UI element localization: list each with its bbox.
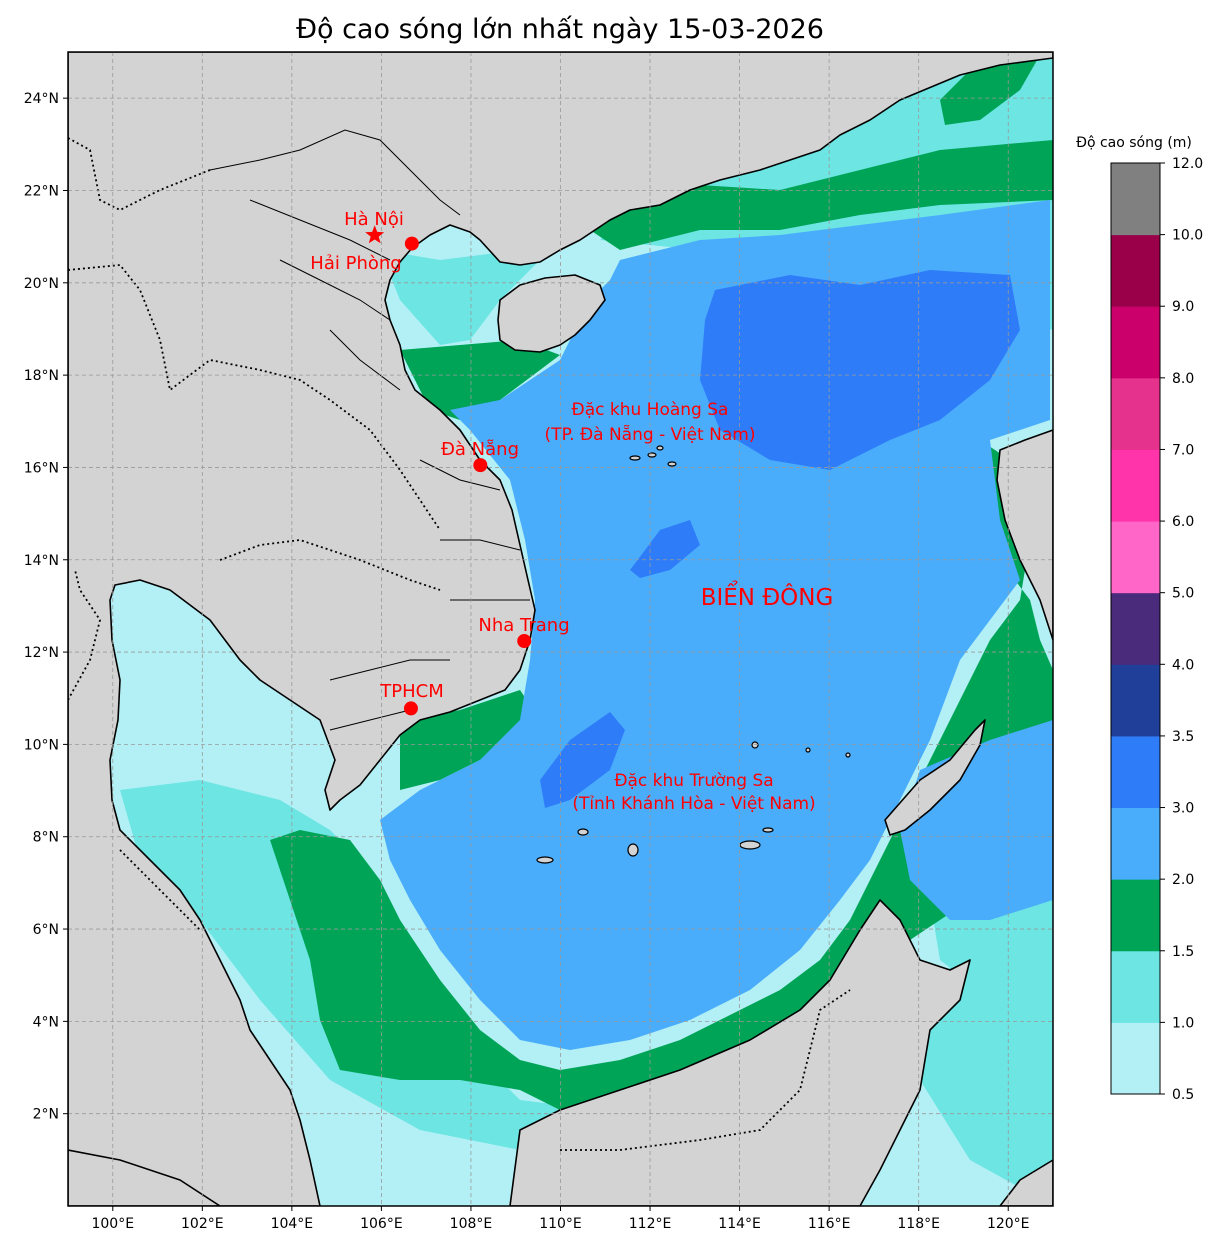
colorbar-tick-label: 9.0 bbox=[1172, 299, 1194, 315]
truong-sa-islets bbox=[536, 741, 851, 864]
national-borders bbox=[68, 137, 851, 1151]
colorbar-bin bbox=[1111, 664, 1160, 737]
lat-tick-label: 4°N bbox=[33, 1014, 59, 1030]
colorbar-tick-label: 5.0 bbox=[1172, 586, 1194, 602]
city-markers: Hà Nội Hải Phòng Đà Nẵng Nha Trang TPHCM bbox=[310, 209, 570, 716]
lon-tick-label: 106°E bbox=[360, 1216, 403, 1232]
colorbar-bin bbox=[1111, 592, 1160, 665]
colorbar-tick-label: 6.0 bbox=[1172, 514, 1194, 530]
colorbar-bin bbox=[1111, 1022, 1160, 1095]
lon-tick-label: 116°E bbox=[808, 1216, 851, 1232]
lat-tick-label: 14°N bbox=[24, 553, 59, 569]
city-label-hanoi: Hà Nội bbox=[344, 209, 404, 230]
colorbar-tick-label: 8.0 bbox=[1172, 371, 1194, 387]
lat-tick-label: 22°N bbox=[24, 183, 59, 199]
lon-tick-label: 100°E bbox=[91, 1216, 134, 1232]
colorbar-tick-label: 3.5 bbox=[1172, 729, 1194, 745]
hoang-sa-label-line1: Đặc khu Hoàng Sa bbox=[572, 400, 729, 420]
land-mass bbox=[68, 52, 1053, 1206]
colorbar-bin bbox=[1111, 735, 1160, 809]
city-label-danang: Đà Nẵng bbox=[441, 439, 519, 460]
colorbar-tick-label: 1.5 bbox=[1172, 944, 1194, 960]
truong-sa-label-line2: (Tỉnh Khánh Hòa - Việt Nam) bbox=[572, 794, 815, 814]
colorbar-title: Độ cao sóng (m) bbox=[1076, 135, 1192, 151]
lat-tick-label: 8°N bbox=[33, 830, 59, 846]
lon-tick-label: 104°E bbox=[271, 1216, 314, 1232]
longitude-tick-labels: 100°E 102°E 104°E 106°E 108°E 110°E 112°E 114°E… bbox=[91, 1206, 1030, 1232]
colorbar-tick-label: 4.0 bbox=[1172, 657, 1194, 673]
lon-tick-label: 108°E bbox=[450, 1216, 493, 1232]
colorbar-tick-label: 1.0 bbox=[1172, 1015, 1194, 1031]
lon-tick-label: 102°E bbox=[181, 1216, 224, 1232]
truong-sa-label-line1: Đặc khu Trường Sa bbox=[614, 771, 773, 791]
colorbar-tick-label: 7.0 bbox=[1172, 442, 1194, 458]
colorbar-bin bbox=[1111, 234, 1160, 307]
gridlines bbox=[68, 52, 1053, 1206]
lat-tick-label: 2°N bbox=[33, 1107, 59, 1123]
colorbar-tick-label: 0.5 bbox=[1172, 1087, 1194, 1103]
lat-tick-label: 6°N bbox=[33, 922, 59, 938]
city-dot-marker bbox=[404, 236, 419, 251]
city-label-haiphong: Hải Phòng bbox=[310, 253, 401, 274]
colorbar-tick-label: 10.0 bbox=[1172, 228, 1203, 244]
colorbar-tick-label: 2.0 bbox=[1172, 872, 1194, 888]
colorbar-tick-label: 12.0 bbox=[1172, 156, 1203, 172]
colorbar-tick-label: 3.0 bbox=[1172, 801, 1194, 817]
colorbar-bin bbox=[1111, 807, 1160, 880]
colorbar-bin bbox=[1111, 377, 1160, 450]
lon-tick-label: 114°E bbox=[718, 1216, 761, 1232]
colorbar-bins bbox=[1111, 163, 1160, 1095]
lat-tick-label: 20°N bbox=[24, 276, 59, 292]
lon-tick-label: 112°E bbox=[629, 1216, 672, 1232]
lat-tick-label: 24°N bbox=[24, 91, 59, 107]
colorbar-bin bbox=[1111, 163, 1160, 236]
map-title: Độ cao sóng lớn nhất ngày 15-03-2026 bbox=[296, 14, 824, 45]
colorbar-bin bbox=[1111, 449, 1160, 522]
colorbar-frame bbox=[1110, 162, 1161, 1095]
lat-tick-label: 12°N bbox=[24, 645, 59, 661]
latitude-tick-labels: 2°N 4°N 6°N 8°N 10°N 12°N 14°N 16°N 18°N 20°N 22°N… bbox=[24, 91, 68, 1123]
city-label-tphcm: TPHCM bbox=[379, 681, 443, 702]
city-label-nhatrang: Nha Trang bbox=[478, 615, 569, 636]
colorbar-bin bbox=[1111, 521, 1160, 594]
lat-tick-label: 10°N bbox=[24, 737, 59, 753]
city-dot-marker bbox=[473, 458, 488, 473]
colorbar-bin bbox=[1111, 950, 1160, 1023]
lon-tick-label: 118°E bbox=[897, 1216, 940, 1232]
lat-tick-label: 18°N bbox=[24, 368, 59, 384]
province-borders bbox=[209, 129, 530, 731]
capital-star-marker bbox=[365, 225, 385, 244]
lon-tick-label: 120°E bbox=[987, 1216, 1030, 1232]
lat-tick-label: 16°N bbox=[24, 460, 59, 476]
lon-tick-label: 110°E bbox=[539, 1216, 582, 1232]
colorbar: Độ cao sóng (m) 0.5 1.0 1.5 2.0 3.0 3.5 4.0 5.0… bbox=[1076, 135, 1203, 1103]
colorbar-bin bbox=[1111, 306, 1160, 379]
sea-name-label: BIỂN ĐÔNG bbox=[701, 581, 834, 611]
wave-band-3.0-3.5 bbox=[540, 270, 1020, 808]
colorbar-tick-labels: 0.5 1.0 1.5 2.0 3.0 3.5 4.0 5.0 6.0 7.0 8.0 9.0 10.0… bbox=[1160, 156, 1203, 1103]
hoang-sa-label-line2: (TP. Đà Nẵng - Việt Nam) bbox=[545, 424, 756, 445]
map-area: Đặc khu Hoàng Sa (TP. Đà Nẵng - Việt Nam… bbox=[68, 52, 1053, 1206]
colorbar-bin bbox=[1111, 879, 1160, 952]
city-dot-marker bbox=[517, 634, 532, 649]
city-dot-marker bbox=[403, 701, 418, 716]
